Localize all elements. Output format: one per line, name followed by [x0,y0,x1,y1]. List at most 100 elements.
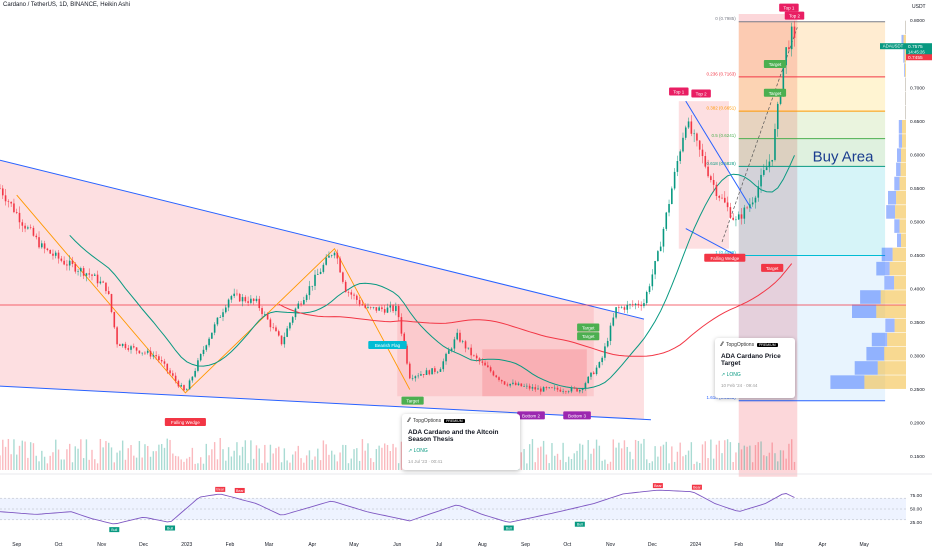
candle-body [724,198,726,203]
volume-bar [663,445,664,470]
fib-band [739,77,885,111]
time-tick-label: Nov [97,542,106,548]
volume-bar [334,455,335,470]
fib-level-label: 0.382 (0.6651) [706,106,736,111]
volume-profile-bar-up [904,63,905,77]
volume-bar [325,444,326,470]
volume-bar [33,443,34,470]
volume-bar [8,439,9,470]
volume-bar [111,447,112,470]
volume-profile-bar-down [893,248,906,262]
volume-profile-bar-down [895,205,906,219]
current-price-countdown: 14:45:26 [908,50,925,55]
annotation-label: Top 2 [691,89,711,97]
candle-body [596,368,598,374]
volume-bar [677,452,678,470]
volume-bar [270,445,271,470]
candle-body [420,374,422,375]
idea-card-2[interactable]: ⁄⁄ TopgOptions PREMIUM ADA Cardano Price… [715,338,795,398]
buy-area-label: Buy Area [813,149,875,166]
annotation-text: Bearish Flag [375,343,401,348]
candle-body [169,370,171,373]
candle-body [735,220,737,221]
candle-body [102,282,104,283]
volume-bar [791,439,792,470]
candle-body [585,383,587,388]
candle-body [211,333,213,339]
candle-body [415,376,417,378]
annotation-label: Falling Wedge [704,254,745,262]
candle-body [334,253,336,256]
time-tick-label: Mar [775,542,784,548]
volume-bar [376,449,377,470]
candle-body [261,308,263,314]
candle-body [548,387,550,388]
candle-body [568,391,570,392]
idea-card-1[interactable]: ⁄⁄ TopgOptions PREMIUM ADA Cardano and t… [402,414,520,470]
volume-bar [607,464,608,470]
rsi-tick-label: 50.00 [910,507,922,513]
volume-bar [24,442,25,470]
premium-badge: PREMIUM [757,343,778,347]
candle-body [219,317,221,318]
volume-bar [730,442,731,470]
volume-bar [63,459,64,470]
volume-bar [314,456,315,470]
volume-bar [80,439,81,470]
candle-body [721,198,723,199]
volume-bar [89,460,90,470]
time-tick-label: Oct [563,542,571,548]
candle-body [615,307,617,317]
volume-bar [27,458,28,470]
volume-profile-bar-down [878,361,906,375]
candle-body [429,370,431,374]
volume-profile-bar-up [903,49,904,63]
candle-body [621,307,623,308]
volume-bar [693,464,694,470]
volume-bar [685,455,686,470]
rsi-signal-label: Bear [236,489,244,493]
candle-body [236,294,238,295]
volume-bar [49,456,50,470]
candle-body [83,268,85,276]
candle-body [127,348,129,350]
volume-bar [554,456,555,470]
candle-body [105,283,107,292]
volume-bar [348,463,349,470]
volume-bar [169,440,170,470]
volume-bar [102,447,103,470]
candle-body [58,253,60,259]
candle-body [599,362,601,368]
volume-bar [19,446,20,470]
candle-body [389,306,391,308]
volume-profile-bar-up [872,333,887,347]
candle-body [685,127,687,137]
candle-body [309,286,311,295]
candle-body [507,385,509,386]
candle-body [133,346,135,347]
price-axis-bg [906,0,932,550]
candle-body [691,121,693,133]
volume-bar [298,446,299,470]
rsi-signal-label: Bull [506,526,512,530]
candle-body [395,306,397,311]
volume-bar [646,459,647,470]
volume-bar [679,443,680,470]
annotation-text: Top 1 [673,89,685,94]
annotation-text: Top 1 [783,6,795,11]
candle-body [766,167,768,170]
candle-body [757,186,759,197]
volume-bar [671,446,672,470]
time-tick-label: Jun [393,542,401,548]
volume-profile-bar-up [860,290,881,304]
candle-body [178,381,180,387]
candle-body [532,387,534,388]
idea-direction: ↗ LONG [408,448,514,454]
volume-bar [83,458,84,470]
idea-date: 14 Jul '23 · 00:41 [408,459,514,464]
candle-body [504,381,506,384]
candle-body [707,167,709,177]
candle-body [769,162,771,168]
volume-bar [150,457,151,470]
candle-body [337,253,339,259]
